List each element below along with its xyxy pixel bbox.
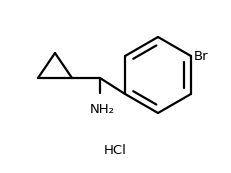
Text: NH₂: NH₂ — [89, 103, 115, 116]
Text: HCl: HCl — [103, 144, 126, 157]
Text: Br: Br — [194, 49, 209, 62]
